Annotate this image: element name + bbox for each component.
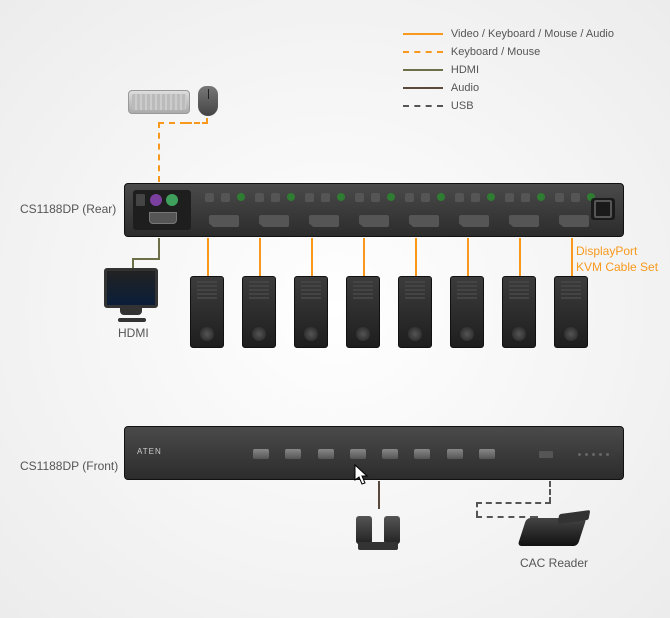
legend-row: Video / Keyboard / Mouse / Audio xyxy=(403,28,614,40)
server-icon xyxy=(346,276,380,348)
kvm-rear-panel xyxy=(124,183,624,237)
front-usb-port-icon xyxy=(539,451,553,458)
cac-reader-icon xyxy=(517,518,586,546)
server-icon xyxy=(450,276,484,348)
usb-port-icon xyxy=(136,194,145,206)
rear-label: CS1188DP (Rear) xyxy=(20,202,116,216)
cableset-line2: KVM Cable Set xyxy=(576,260,658,276)
server-icon xyxy=(242,276,276,348)
usb-connection-v xyxy=(549,481,551,503)
cpu-port-block xyxy=(501,190,549,230)
audio-connection xyxy=(378,481,380,509)
server-connection xyxy=(415,238,417,276)
usb-connection-h xyxy=(476,502,551,504)
server-icon xyxy=(190,276,224,348)
monitor-stand xyxy=(118,318,146,322)
server-connection xyxy=(571,238,573,276)
kvm-front-panel: ATEN xyxy=(124,426,624,480)
port-button xyxy=(285,449,301,459)
legend-swatch-audio xyxy=(403,87,443,89)
legend-swatch-hdmi xyxy=(403,69,443,71)
hdmi-port-icon xyxy=(149,212,177,224)
legend-row: Keyboard / Mouse xyxy=(403,46,614,58)
brand-label: ATEN xyxy=(137,447,162,456)
hdmi-connection xyxy=(158,238,160,260)
legend: Video / Keyboard / Mouse / Audio Keyboar… xyxy=(403,28,614,118)
port-button xyxy=(447,449,463,459)
legend-swatch-usb xyxy=(403,105,443,107)
cursor-icon xyxy=(354,464,370,486)
km-connection xyxy=(158,122,160,182)
cpu-port-block xyxy=(301,190,349,230)
cpu-port-block xyxy=(451,190,499,230)
cpu-port-block xyxy=(251,190,299,230)
cpu-port-block xyxy=(201,190,249,230)
km-connection-h xyxy=(158,122,186,124)
port-button xyxy=(414,449,430,459)
legend-label: Video / Keyboard / Mouse / Audio xyxy=(451,28,614,40)
power-socket-icon xyxy=(591,198,615,220)
mouse-icon xyxy=(198,86,218,116)
legend-label: USB xyxy=(451,100,474,112)
legend-label: Audio xyxy=(451,82,479,94)
port-button xyxy=(350,449,366,459)
port-button xyxy=(318,449,334,459)
speakers-icon xyxy=(356,510,400,550)
ps2-port-icon xyxy=(150,194,162,206)
server-icon xyxy=(398,276,432,348)
port-button xyxy=(382,449,398,459)
usb-connection-h2 xyxy=(476,516,536,518)
legend-row: USB xyxy=(403,100,614,112)
cableset-label: DisplayPort KVM Cable Set xyxy=(576,244,658,275)
front-label: CS1188DP (Front) xyxy=(20,459,118,473)
km-connection-v2 xyxy=(206,118,208,124)
port-button xyxy=(479,449,495,459)
cpu-port-block xyxy=(401,190,449,230)
monitor-icon xyxy=(104,268,158,308)
server-icon xyxy=(294,276,328,348)
keyboard-icon xyxy=(128,90,190,114)
server-connection xyxy=(259,238,261,276)
legend-label: Keyboard / Mouse xyxy=(451,46,540,58)
server-connection xyxy=(519,238,521,276)
server-connection xyxy=(467,238,469,276)
hdmi-connection-v2 xyxy=(132,258,134,268)
usb-connection-v2 xyxy=(476,502,478,516)
server-connection xyxy=(207,238,209,276)
server-icon xyxy=(502,276,536,348)
legend-label: HDMI xyxy=(451,64,479,76)
legend-swatch-km xyxy=(403,51,443,53)
cpu-port-block xyxy=(351,190,399,230)
server-connection xyxy=(311,238,313,276)
cac-label: CAC Reader xyxy=(520,556,588,570)
console-section xyxy=(133,190,191,230)
server-connection xyxy=(363,238,365,276)
cableset-line1: DisplayPort xyxy=(576,244,658,260)
server-icon xyxy=(554,276,588,348)
legend-row: Audio xyxy=(403,82,614,94)
legend-swatch-video xyxy=(403,33,443,35)
status-leds xyxy=(578,453,609,456)
hdmi-label: HDMI xyxy=(118,326,149,340)
ps2-port-icon xyxy=(166,194,178,206)
km-connection-h2 xyxy=(186,122,208,124)
port-buttons xyxy=(245,449,503,461)
port-button xyxy=(253,449,269,459)
hdmi-connection-h xyxy=(132,258,160,260)
legend-row: HDMI xyxy=(403,64,614,76)
